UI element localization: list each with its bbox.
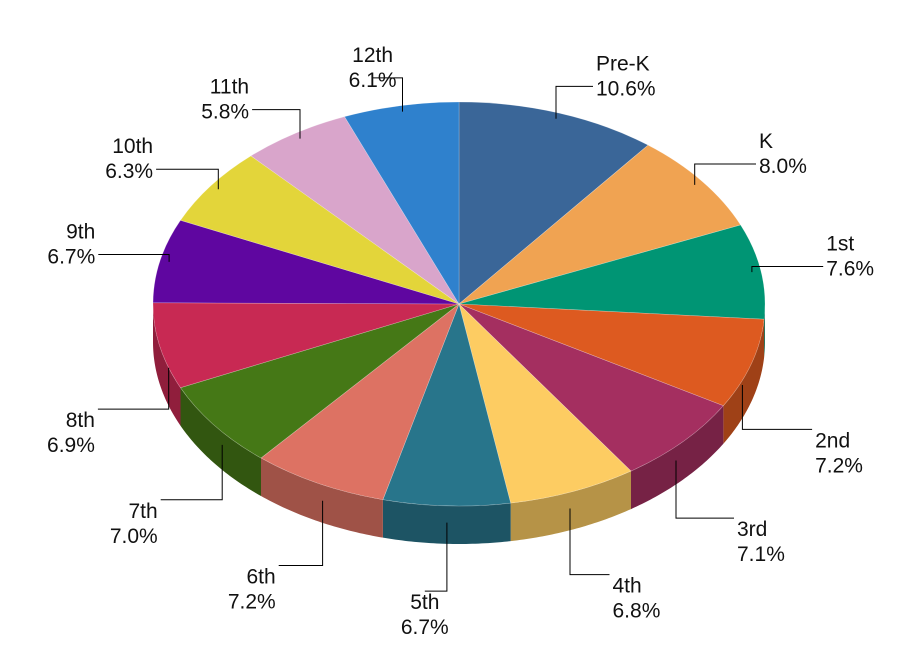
- slice-side-8th: [153, 304, 181, 426]
- slice-side-6th: [261, 458, 383, 538]
- leader-line-1st: [751, 266, 824, 273]
- leader-line-8th: [97, 367, 170, 410]
- leader-lines: [97, 77, 824, 592]
- slice-9th: [152, 219, 460, 305]
- pie-sides: [153, 304, 765, 544]
- slice-percent-label: 7.1%: [737, 543, 785, 566]
- slice-percent-label: 6.7%: [401, 616, 449, 639]
- slice-7th: [180, 303, 460, 459]
- slice-name-label: 6th: [246, 566, 275, 589]
- slice-percent-label: 7.2%: [815, 454, 863, 477]
- leader-line-10th: [156, 168, 219, 190]
- slice-pre-k: [458, 101, 649, 305]
- slice-name-label: Pre-K: [596, 52, 650, 75]
- slice-percent-label: 6.8%: [613, 600, 661, 623]
- slice-side-4th: [510, 471, 631, 542]
- slice-name-label: 3rd: [737, 518, 767, 541]
- slice-1st: [458, 224, 766, 320]
- slice-name-label: 12th: [352, 44, 393, 67]
- slice-side-5th: [382, 499, 511, 544]
- leader-line-3rd: [675, 460, 734, 519]
- slice-side-3rd: [631, 405, 724, 510]
- slice-percent-label: 6.1%: [349, 69, 397, 92]
- slice-labels: Pre-K10.6%K8.0%1st7.6%2nd7.2%3rd7.1%4th6…: [47, 44, 874, 639]
- slice-3rd: [458, 303, 724, 472]
- slice-8th: [152, 302, 460, 389]
- leader-line-11th: [252, 109, 301, 139]
- slice-percent-label: 10.6%: [596, 77, 656, 100]
- leader-line-9th: [98, 254, 170, 262]
- leader-line-pre-k: [555, 85, 593, 119]
- slice-name-label: 8th: [66, 409, 95, 432]
- slice-percent-label: 6.3%: [105, 160, 153, 183]
- slice-name-label: 9th: [66, 221, 95, 244]
- slice-10th: [180, 155, 460, 305]
- leader-line-6th: [278, 500, 324, 566]
- slice-percent-label: 7.6%: [826, 258, 874, 281]
- slice-name-label: 2nd: [815, 429, 850, 452]
- slice-percent-label: 7.0%: [110, 525, 158, 548]
- leader-line-4th: [569, 508, 610, 576]
- leader-line-7th: [160, 444, 223, 501]
- slice-5th: [382, 303, 512, 507]
- leader-line-5th: [424, 522, 448, 592]
- slice-side-1st: [764, 304, 765, 358]
- pie-slices: [152, 101, 766, 507]
- slice-6th: [260, 303, 460, 500]
- slice-percent-label: 7.2%: [228, 591, 276, 614]
- slice-percent-label: 6.7%: [47, 246, 95, 269]
- slice-percent-label: 6.9%: [47, 434, 95, 457]
- leader-line-12th: [372, 77, 403, 112]
- slice-name-label: 5th: [410, 591, 439, 614]
- slice-name-label: 4th: [613, 575, 642, 598]
- slice-name-label: 1st: [826, 233, 854, 256]
- slice-2nd: [458, 303, 765, 407]
- slice-name-label: 11th: [210, 76, 249, 99]
- leader-line-2nd: [741, 385, 813, 430]
- slice-percent-label: 5.8%: [201, 101, 249, 124]
- slice-12th: [344, 101, 460, 306]
- slice-k: [458, 144, 742, 305]
- slice-4th: [458, 303, 632, 504]
- slice-side-2nd: [723, 319, 765, 444]
- slice-side-7th: [180, 387, 261, 497]
- slice-name-label: 7th: [128, 500, 157, 523]
- slice-name-label: K: [759, 130, 773, 153]
- slice-name-label: 10th: [112, 135, 153, 158]
- slice-percent-label: 8.0%: [759, 155, 807, 178]
- slice-11th: [250, 116, 460, 305]
- leader-line-k: [694, 163, 756, 185]
